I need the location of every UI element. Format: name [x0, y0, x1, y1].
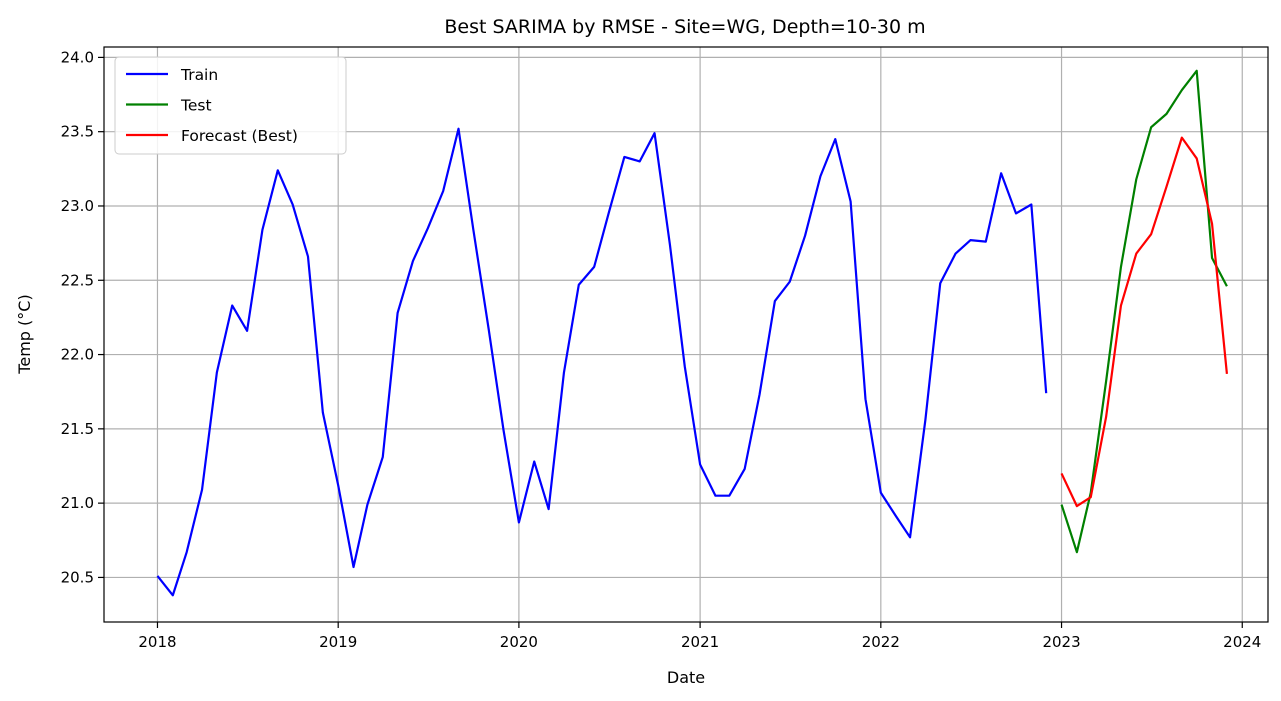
- legend-box: [114, 56, 347, 155]
- legend-label-train: Train: [180, 66, 218, 84]
- y-tick-label: 23.0: [61, 197, 94, 215]
- series-line-test: [1060, 69, 1228, 554]
- legend-label-forecast-best: Forecast (Best): [181, 127, 298, 145]
- x-tick-label: 2020: [500, 633, 538, 651]
- series-line-forecast-best: [1060, 136, 1229, 508]
- x-axis: 2018 2019 2020 2021 2022 2023 2024: [138, 622, 1261, 651]
- y-tick-label: 23.5: [61, 123, 94, 141]
- x-axis-label: Date: [667, 668, 705, 687]
- x-tick-label: 2021: [681, 633, 719, 651]
- y-tick-label: 20.5: [61, 568, 94, 586]
- series-line-train: [156, 127, 1048, 597]
- plot-frame: [103, 46, 1269, 623]
- y-tick-label: 22.0: [61, 346, 94, 364]
- chart-title: Best SARIMA by RMSE - Site=WG, Depth=10-…: [444, 16, 925, 38]
- y-axis: 20.5 21.0 21.5 22.0 22.5 23.0 23.5 24.0: [61, 48, 104, 586]
- y-tick-label: 24.0: [61, 48, 94, 66]
- grid: [104, 47, 1268, 622]
- series-layer: [156, 69, 1229, 597]
- x-tick-label: 2024: [1223, 633, 1261, 651]
- y-tick-label: 21.0: [61, 494, 94, 512]
- y-tick-label: 21.5: [61, 420, 94, 438]
- x-tick-label: 2018: [138, 633, 176, 651]
- x-tick-label: 2022: [862, 633, 900, 651]
- x-tick-label: 2023: [1042, 633, 1080, 651]
- legend-label-test: Test: [180, 97, 212, 115]
- legend: Train Test Forecast (Best): [114, 56, 347, 155]
- y-tick-label: 22.5: [61, 271, 94, 289]
- x-tick-label: 2019: [319, 633, 357, 651]
- y-axis-label: Temp (°C): [15, 294, 34, 374]
